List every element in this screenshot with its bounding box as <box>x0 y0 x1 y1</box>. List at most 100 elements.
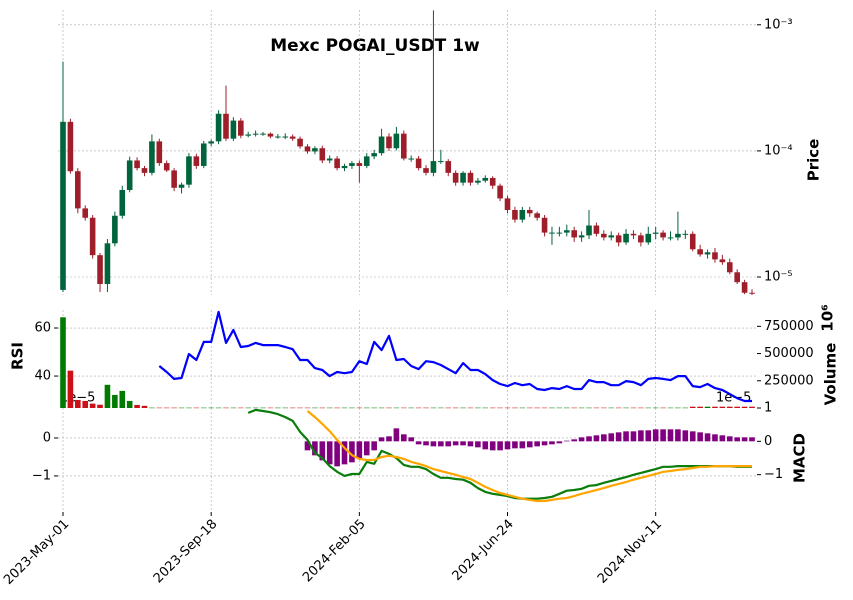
x-tick-label: 2023-May-01 <box>1 517 72 588</box>
bar <box>334 441 340 467</box>
candle-body <box>119 189 126 216</box>
candle-body <box>445 161 452 173</box>
bar <box>689 431 696 442</box>
candle-body <box>726 262 733 273</box>
bar <box>386 407 392 409</box>
bar <box>393 407 400 409</box>
candle-body <box>712 252 718 260</box>
bar <box>97 404 103 408</box>
candle-body <box>400 133 407 159</box>
bar <box>667 429 674 442</box>
candle-body <box>675 233 681 238</box>
bar <box>334 407 340 409</box>
bar <box>675 429 681 442</box>
bar <box>112 394 118 408</box>
candle-body <box>326 158 333 161</box>
candle-body <box>334 158 340 169</box>
candle-body <box>578 235 585 238</box>
candle-body <box>171 170 177 188</box>
bar <box>489 441 496 451</box>
bar <box>504 407 511 409</box>
bar <box>601 434 607 442</box>
candle-body <box>260 133 266 135</box>
bar <box>512 407 518 409</box>
bar <box>119 390 126 408</box>
candle-body <box>601 233 607 238</box>
bar <box>526 441 533 448</box>
y2-tick-label: 0 <box>764 434 772 449</box>
bar <box>526 407 533 409</box>
candle-body <box>275 136 281 138</box>
bar <box>541 407 548 409</box>
candle-body <box>297 138 303 147</box>
candle-body <box>386 136 392 149</box>
bar <box>652 429 659 442</box>
bar <box>363 407 370 409</box>
bar <box>438 407 444 409</box>
candle-body <box>630 233 637 236</box>
bar <box>578 407 585 409</box>
candle-body <box>223 113 229 139</box>
candle-body <box>571 230 577 238</box>
bar <box>415 441 422 445</box>
candle-body <box>393 133 400 149</box>
bar <box>60 317 66 408</box>
bar <box>660 407 666 409</box>
bar <box>497 407 503 409</box>
bar <box>171 407 177 409</box>
candle-body <box>586 225 592 236</box>
candle-body <box>482 177 489 181</box>
y-tick-label: 40 <box>34 369 51 384</box>
bar <box>482 407 489 409</box>
bar <box>371 407 377 409</box>
candle-body <box>512 209 518 220</box>
bar <box>475 441 481 448</box>
candle-body <box>186 156 192 185</box>
candle-body <box>749 292 755 294</box>
bar <box>704 433 711 442</box>
candle-body <box>741 282 748 293</box>
bar <box>467 441 474 447</box>
bar <box>230 407 237 409</box>
bar <box>141 405 148 408</box>
bar <box>519 407 526 409</box>
bar <box>126 400 133 408</box>
bar <box>489 407 496 409</box>
line <box>247 408 752 500</box>
bar <box>82 400 89 408</box>
candle-body <box>238 120 244 136</box>
candle-body <box>371 153 377 157</box>
bar <box>104 384 111 408</box>
bar <box>586 407 592 409</box>
bar <box>408 437 415 442</box>
bar <box>704 406 711 408</box>
bar <box>319 441 326 461</box>
candle-body <box>734 272 740 283</box>
candle-body <box>104 243 111 285</box>
candle-body <box>304 146 311 152</box>
bar <box>675 407 681 409</box>
candle-body <box>549 232 555 234</box>
bar <box>393 428 400 442</box>
bar <box>504 441 511 450</box>
bar <box>667 407 674 409</box>
bar <box>615 407 622 409</box>
bar <box>312 441 318 456</box>
candle-body <box>378 136 385 154</box>
bar <box>408 407 415 409</box>
bar <box>193 407 200 409</box>
bar <box>571 407 577 409</box>
candle-body <box>526 209 533 214</box>
bar <box>749 406 755 408</box>
candle-body <box>60 121 66 290</box>
bar <box>512 441 518 449</box>
bar <box>423 407 429 409</box>
bar <box>163 407 170 409</box>
bar <box>386 436 392 442</box>
bar <box>689 406 696 408</box>
y-axis-label: MACD <box>791 433 809 483</box>
bar <box>460 441 466 446</box>
candle-body <box>638 235 644 243</box>
bar <box>326 407 333 409</box>
candle-body <box>682 233 689 235</box>
